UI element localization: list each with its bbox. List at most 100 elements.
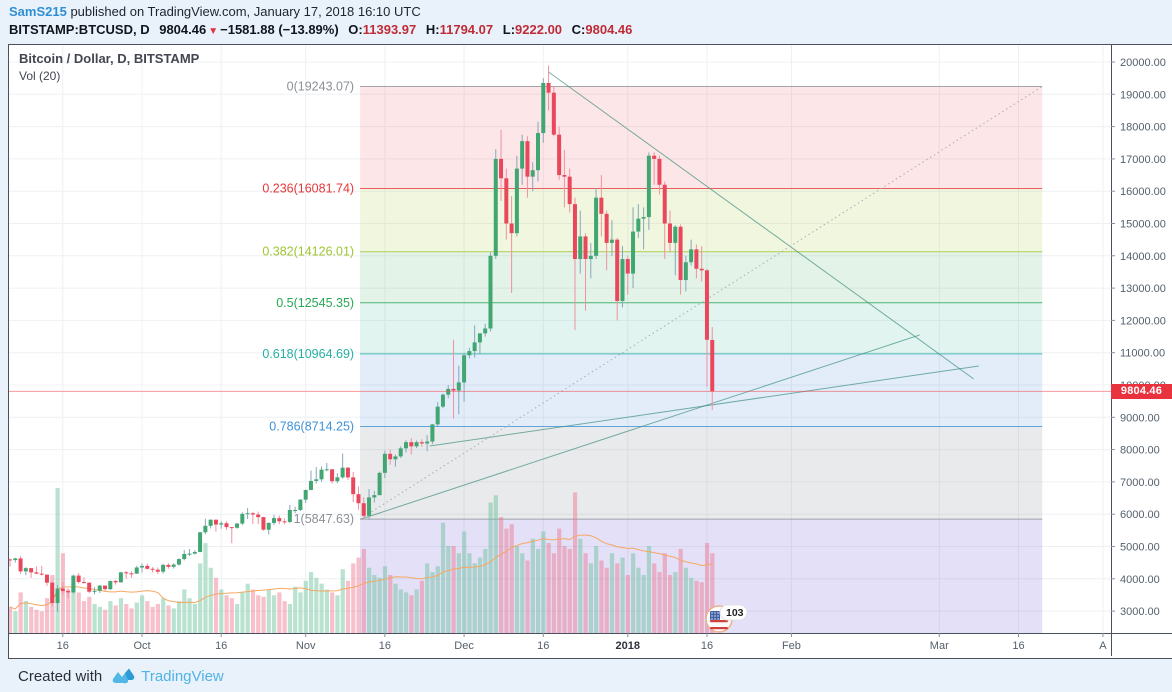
candle-body [39, 573, 44, 575]
volume-bar [583, 553, 588, 633]
candle-body [161, 564, 166, 572]
fib-level-label: 0.5(12545.35) [276, 296, 354, 310]
volume-bar [229, 598, 234, 633]
volume-bar [340, 569, 345, 633]
volume-bar [467, 553, 472, 633]
volume-bar [330, 592, 335, 633]
volume-bar [541, 531, 546, 633]
candle-body [488, 255, 493, 329]
volume-bar [23, 601, 29, 633]
high-label: H: [425, 22, 440, 37]
grid-layer [9, 45, 1111, 633]
candle-body [483, 328, 488, 334]
candle-body [504, 178, 509, 224]
candle-body [604, 213, 609, 243]
candle-body [60, 588, 65, 592]
volume-bar [604, 567, 609, 633]
candle-body [92, 590, 97, 592]
volume-bar [483, 548, 488, 633]
close-label: C: [571, 22, 586, 37]
volume-bar [213, 577, 219, 633]
tradingview-brand[interactable]: TradingView [141, 667, 224, 685]
author-link[interactable]: SamS215 [9, 4, 67, 19]
volume-bar [161, 598, 166, 633]
volume-bar [456, 553, 461, 633]
candle-body [235, 523, 240, 528]
time-tick-label: Nov [296, 640, 316, 652]
descending-resistance [548, 71, 974, 380]
volume-bar [29, 606, 34, 633]
volume-bar [710, 553, 715, 633]
candle-body [50, 582, 55, 604]
candle-body [673, 226, 678, 243]
candle-body [398, 448, 403, 457]
fib-level-label: 0.236(16081.74) [262, 182, 354, 196]
time-tick-label: 16 [1012, 640, 1024, 652]
volume-bar [572, 492, 578, 633]
volume-bar [689, 577, 694, 633]
volume-bar [261, 596, 266, 633]
fib-labels-layer: 0(19243.07) 0.236(16081.74) 0.382(14126.01… [262, 79, 354, 526]
candle-body [319, 469, 324, 480]
candle-body [192, 551, 197, 554]
price-tick-label: 3000.00 [1120, 606, 1160, 618]
candle-body [456, 382, 461, 391]
candle-body [314, 479, 319, 481]
time-tick-label: Mar [930, 640, 949, 652]
fib-level-label: 0.382(14126.01) [262, 245, 354, 259]
open-label: O: [348, 22, 363, 37]
idea-marker-count: 103 [726, 607, 744, 619]
candle-body [367, 497, 372, 516]
candle-body [578, 236, 583, 260]
candle-body [272, 518, 276, 523]
candle-body [662, 184, 667, 224]
volume-bar [435, 566, 440, 633]
volume-bar [39, 611, 44, 633]
volume-bar [404, 592, 409, 633]
candle-body [240, 513, 245, 524]
candle-body [245, 513, 250, 515]
candle-body [625, 259, 630, 274]
candle-body [198, 532, 203, 552]
volume-bar [451, 546, 456, 633]
price-tick-label: 19000.00 [1120, 89, 1166, 101]
volume-bar [409, 595, 414, 633]
symbol-name[interactable]: BITSTAMP:BTCUSD, D [9, 22, 150, 37]
down-triangle-icon: ▼ [208, 26, 219, 37]
candle-body [266, 522, 271, 530]
volume-bar [81, 601, 87, 633]
volume-bar [641, 575, 646, 633]
volume-bar [314, 577, 319, 633]
price-tick-label: 11000.00 [1120, 348, 1165, 360]
candle-body [710, 339, 715, 392]
volume-bar [171, 608, 176, 633]
price-tick-label: 17000.00 [1120, 154, 1166, 166]
volume-bar [155, 604, 161, 633]
volume-bar [520, 553, 525, 633]
volume-bar [129, 608, 134, 633]
candle-body [694, 249, 699, 269]
candle-body [155, 569, 160, 572]
fib-band [360, 353, 1043, 427]
price-chart-canvas[interactable]: 3000.00 4000.00 5000.00 6000.00 7000.00 8000.… [9, 45, 1172, 656]
candle-body [620, 259, 625, 302]
volume-bar [425, 563, 430, 633]
candle-body [440, 394, 445, 407]
volume-bar [636, 567, 641, 633]
candle-body [176, 559, 181, 565]
price-tick-label: 13000.00 [1120, 283, 1166, 295]
candle-body [351, 477, 356, 495]
volume-bar [525, 560, 530, 633]
volume-bar [493, 495, 498, 633]
low-label: L: [502, 22, 516, 37]
price-tick-label: 9000.00 [1120, 412, 1160, 424]
candle-body [55, 588, 60, 604]
volume-bar [92, 604, 97, 633]
candle-body [388, 453, 393, 460]
trendlines-layer [359, 71, 1043, 520]
candle-body [282, 521, 287, 523]
candle-body [514, 168, 519, 234]
tradingview-logo-icon[interactable] [112, 668, 135, 684]
volume-bar [66, 589, 71, 633]
volume-bar [303, 580, 308, 633]
